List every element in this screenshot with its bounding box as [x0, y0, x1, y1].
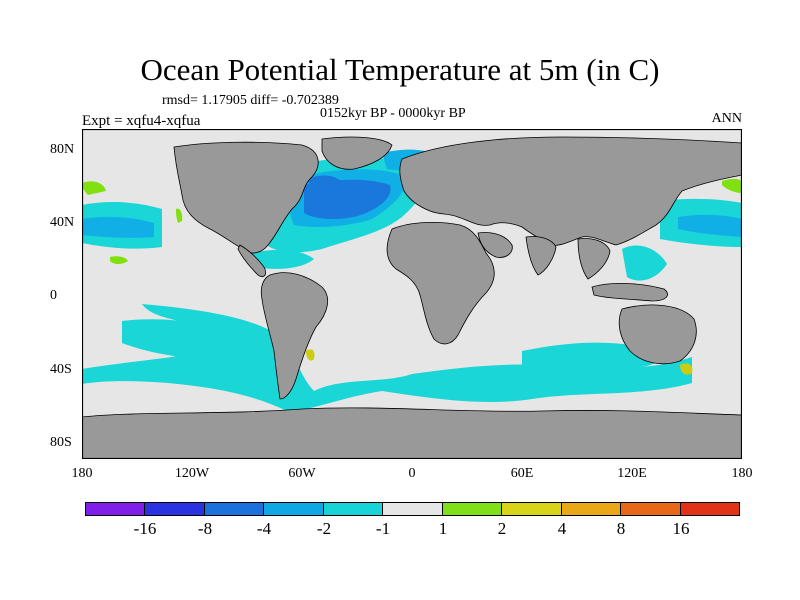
anomaly-fields [82, 149, 742, 411]
colorbar-label: -16 [133, 519, 157, 538]
colorbar-label: 8 [616, 519, 626, 538]
land-greenland [321, 136, 393, 170]
warm-spot-central-pacific [110, 256, 128, 264]
land-south-america [260, 272, 329, 400]
x-tick-60e: 60E [510, 466, 534, 481]
y-tick-80n: 80N [50, 142, 75, 157]
landmasses [82, 136, 742, 459]
warm-spot-brazil [306, 349, 315, 361]
colorbar-label: -1 [375, 519, 391, 538]
colorbar-segment [145, 503, 205, 515]
x-tick-180w: 180 [71, 466, 93, 481]
anomaly-patch-southern-ocean [82, 304, 692, 411]
colorbar-segment [86, 503, 146, 515]
warm-spot-bering [722, 178, 742, 193]
land-antarctica [82, 407, 742, 459]
colorbar-segment [621, 503, 681, 515]
warm-spot-alaska [82, 181, 106, 195]
colorbar-segment [323, 503, 384, 515]
warm-spot-pacific-coast [176, 208, 183, 223]
x-tick-120e: 120E [617, 466, 647, 481]
colorbar-segment [204, 503, 265, 515]
colorbar [85, 502, 740, 516]
land-southeast-asia [577, 238, 611, 280]
anomaly-patch-kuroshio [678, 214, 742, 237]
anomaly-patch-caribbean [250, 249, 314, 269]
colorbar-label: -4 [256, 519, 272, 538]
colorbar-segment [561, 503, 622, 515]
land-central-america [237, 244, 266, 277]
anomaly-patch-labrador [307, 175, 342, 195]
x-tick-120w: 120W [174, 466, 210, 481]
land-north-america [173, 141, 319, 254]
y-tick-0: 0 [50, 288, 57, 303]
x-tick-180e: 180 [731, 466, 753, 481]
y-tick-40s: 40S [50, 362, 72, 377]
land-australia [618, 304, 697, 365]
y-tick-40n: 40N [50, 215, 75, 230]
period-text: 0152kyr BP - 0000kyr BP [320, 106, 466, 121]
colorbar-label: 2 [497, 519, 507, 538]
x-tick-0: 0 [408, 466, 416, 481]
colorbar-label: 16 [672, 519, 690, 538]
land-india [525, 236, 557, 276]
colorbar-label: -2 [316, 519, 332, 538]
colorbar-segment [442, 503, 503, 515]
colorbar-label: -8 [197, 519, 213, 538]
land-europe-asia [399, 136, 742, 246]
land-indonesia [591, 282, 668, 302]
map-plot [82, 129, 742, 459]
experiment-label: Expt = xqfu4-xqfua [82, 113, 201, 129]
land-arabia [477, 232, 513, 258]
anomaly-patch-indian-ocean [522, 342, 661, 372]
anomaly-patch-south-pacific [122, 319, 253, 360]
y-tick-80s: 80S [50, 435, 72, 450]
map-frame [82, 129, 742, 459]
colorbar-segment [264, 503, 324, 515]
colorbar-segment [383, 503, 443, 515]
warm-anomaly-spots [82, 178, 742, 375]
anomaly-patch-western-pacific [622, 245, 667, 281]
map-title: Ocean Potential Temperature at 5m (in C) [140, 52, 660, 87]
colorbar-label: 4 [557, 519, 567, 538]
warm-spot-tasman [680, 363, 693, 375]
colorbar-label: 1 [438, 519, 448, 538]
x-tick-60w: 60W [288, 466, 316, 481]
colorbar-segment [502, 503, 562, 515]
season-label: ANN [711, 111, 742, 126]
stats-text: rmsd= 1.17905 diff= -0.702389 [162, 93, 339, 108]
anomaly-patch-north-pacific-mid [82, 216, 154, 238]
colorbar-segment [680, 503, 739, 515]
land-africa [386, 221, 495, 345]
